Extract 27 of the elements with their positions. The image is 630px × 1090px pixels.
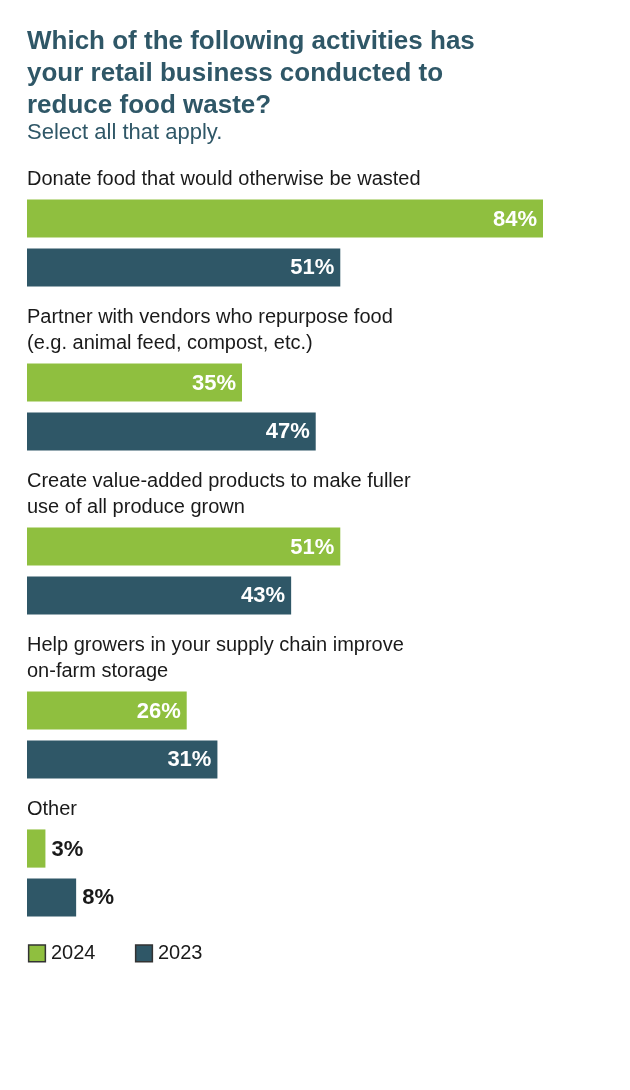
- bar: [27, 691, 187, 730]
- bar: [27, 248, 341, 287]
- y-tick-label: Donate food that would otherwise be wasted: [27, 167, 421, 189]
- bar: [27, 412, 316, 451]
- y-tick-label: Other: [27, 797, 78, 819]
- bar: [27, 740, 218, 779]
- legend-label: 2024: [51, 941, 96, 964]
- bar: [27, 199, 543, 238]
- data-label: 26%: [136, 697, 181, 723]
- data-label: 84%: [492, 205, 537, 231]
- data-label: 3%: [51, 835, 84, 861]
- bar: [27, 527, 341, 566]
- chart-subtitle: Select all that apply.: [27, 119, 223, 144]
- data-label: 31%: [167, 746, 212, 772]
- data-label: 51%: [290, 254, 335, 280]
- legend-label: 2023: [158, 941, 203, 964]
- chart-title: Which of the following activities has your retail business conducted to reduce food waste?: [27, 25, 475, 119]
- y-tick-label: Partner with vendors who repurpose food (e.g. animal feed, compost, etc.): [27, 305, 393, 353]
- data-label: 47%: [265, 418, 310, 444]
- bar: [27, 576, 292, 615]
- data-label: 35%: [191, 369, 236, 395]
- bar: [27, 363, 242, 402]
- data-label: 43%: [241, 582, 286, 608]
- y-tick-label: Create value-added products to make fuller use of all produce grown: [27, 469, 411, 517]
- data-label: 8%: [82, 884, 114, 910]
- y-tick-label: Help growers in your supply chain improve on-farm storage: [27, 633, 404, 681]
- data-label: 51%: [290, 533, 335, 559]
